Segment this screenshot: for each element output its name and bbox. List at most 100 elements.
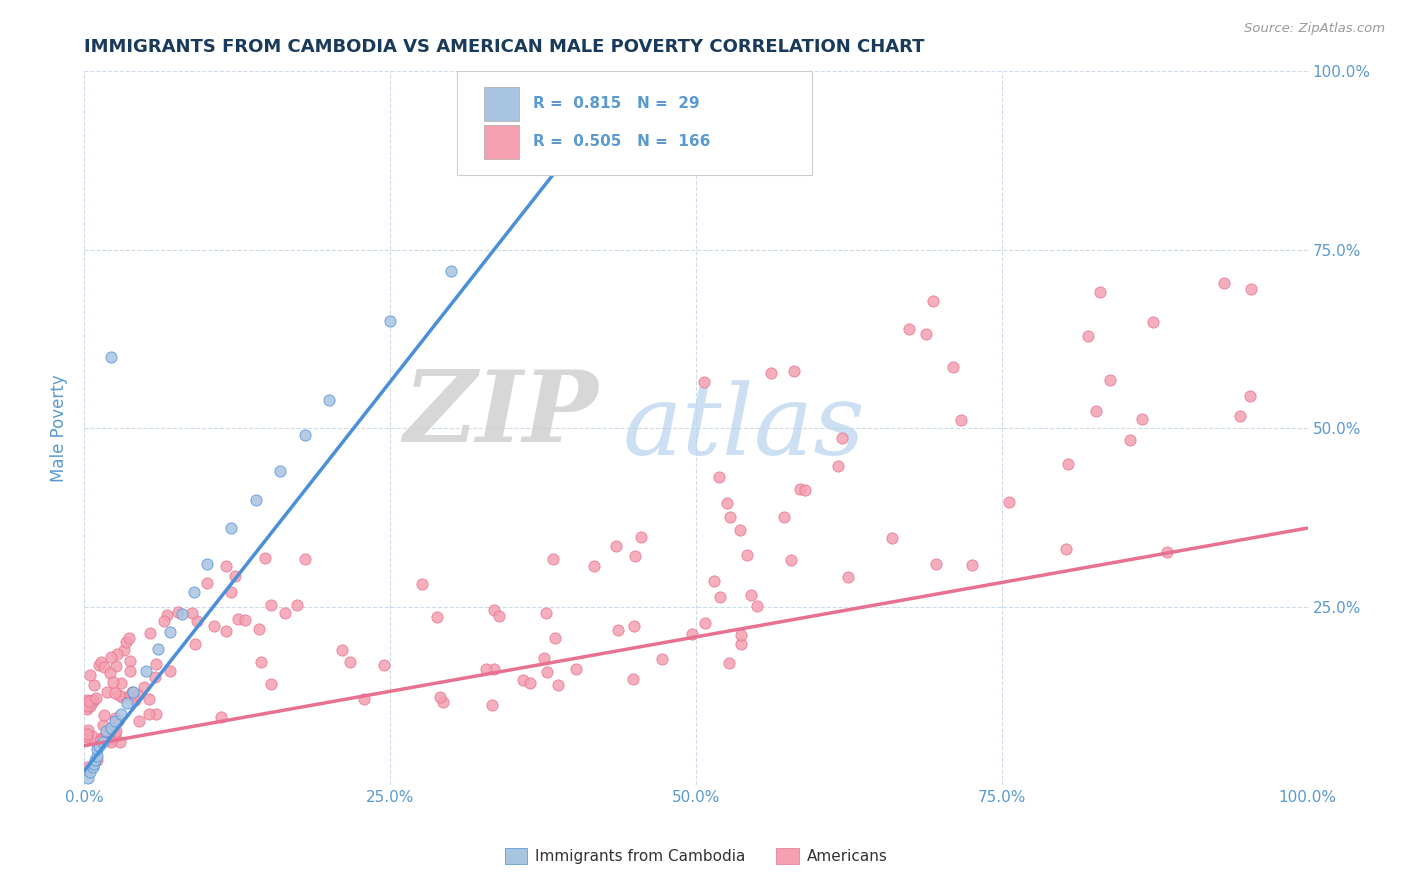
Point: [606, 623, 628, 637]
Point: [76, 727, 98, 741]
Point: [80, 697, 103, 711]
Point: [100, 649, 122, 664]
Point: [76, 693, 98, 707]
Point: [318, 392, 340, 407]
Point: [482, 662, 505, 676]
Point: [623, 619, 645, 633]
Point: [127, 688, 149, 702]
Point: [183, 638, 205, 652]
Point: [82, 693, 104, 707]
Point: [104, 714, 127, 728]
Point: [440, 264, 463, 278]
Point: [219, 584, 242, 599]
Point: [1098, 374, 1121, 388]
FancyBboxPatch shape: [457, 71, 813, 175]
Point: [90, 731, 112, 746]
Point: [76, 699, 98, 714]
Point: [84, 690, 107, 705]
Point: [411, 577, 433, 591]
Point: [922, 293, 945, 308]
Point: [924, 557, 946, 571]
Point: [481, 698, 503, 713]
Point: [180, 606, 202, 620]
Point: [118, 664, 141, 678]
Point: [104, 686, 127, 700]
Point: [605, 539, 627, 553]
Point: [294, 428, 316, 442]
Point: [172, 607, 194, 621]
Point: [621, 673, 644, 687]
Point: [716, 496, 738, 510]
Point: [139, 626, 162, 640]
Point: [709, 590, 731, 604]
Point: [730, 628, 752, 642]
Point: [83, 756, 105, 771]
Point: [693, 375, 716, 389]
Point: [202, 619, 225, 633]
Point: [103, 727, 125, 741]
Point: [582, 558, 605, 573]
Point: [91, 718, 114, 732]
Point: [247, 622, 270, 636]
Point: [96, 724, 118, 739]
Point: [789, 483, 811, 497]
Point: [536, 665, 558, 679]
Point: [1229, 409, 1251, 423]
Point: [76, 760, 98, 774]
Point: [735, 548, 758, 562]
Point: [112, 643, 135, 657]
Point: [138, 692, 160, 706]
Text: R =  0.815   N =  29: R = 0.815 N = 29: [533, 96, 700, 111]
Point: [135, 664, 157, 678]
Point: [145, 657, 167, 671]
Point: [740, 588, 762, 602]
Point: [949, 413, 972, 427]
Point: [89, 657, 111, 672]
Point: [79, 668, 101, 682]
Point: [86, 753, 108, 767]
Point: [186, 614, 208, 628]
Point: [332, 643, 354, 657]
Text: Source: ZipAtlas.com: Source: ZipAtlas.com: [1244, 22, 1385, 36]
Point: [104, 711, 127, 725]
Point: [76, 728, 98, 742]
Point: [76, 730, 98, 744]
Point: [998, 495, 1021, 509]
Point: [105, 647, 128, 661]
Point: [80, 729, 103, 743]
Point: [745, 599, 768, 614]
FancyBboxPatch shape: [484, 87, 519, 121]
Point: [682, 627, 704, 641]
Point: [718, 510, 741, 524]
Point: [87, 739, 110, 753]
Point: [380, 314, 402, 328]
Text: ZIP: ZIP: [404, 366, 598, 462]
Point: [111, 690, 134, 705]
Point: [159, 664, 181, 678]
Point: [250, 655, 273, 669]
Point: [565, 662, 588, 676]
Point: [124, 693, 146, 707]
Point: [703, 574, 725, 588]
Point: [253, 551, 276, 566]
Point: [475, 662, 498, 676]
Point: [897, 322, 920, 336]
Point: [709, 470, 731, 484]
Point: [115, 696, 138, 710]
Point: [728, 523, 751, 537]
Point: [91, 735, 114, 749]
Point: [76, 702, 98, 716]
Point: [100, 721, 122, 735]
Point: [432, 695, 454, 709]
FancyBboxPatch shape: [484, 125, 519, 159]
Point: [623, 549, 645, 564]
Point: [651, 651, 673, 665]
Point: [143, 670, 166, 684]
Point: [82, 760, 104, 774]
Point: [772, 510, 794, 524]
Point: [122, 690, 145, 704]
Point: [115, 634, 138, 648]
Point: [512, 673, 534, 687]
Point: [730, 637, 752, 651]
Point: [138, 706, 160, 721]
